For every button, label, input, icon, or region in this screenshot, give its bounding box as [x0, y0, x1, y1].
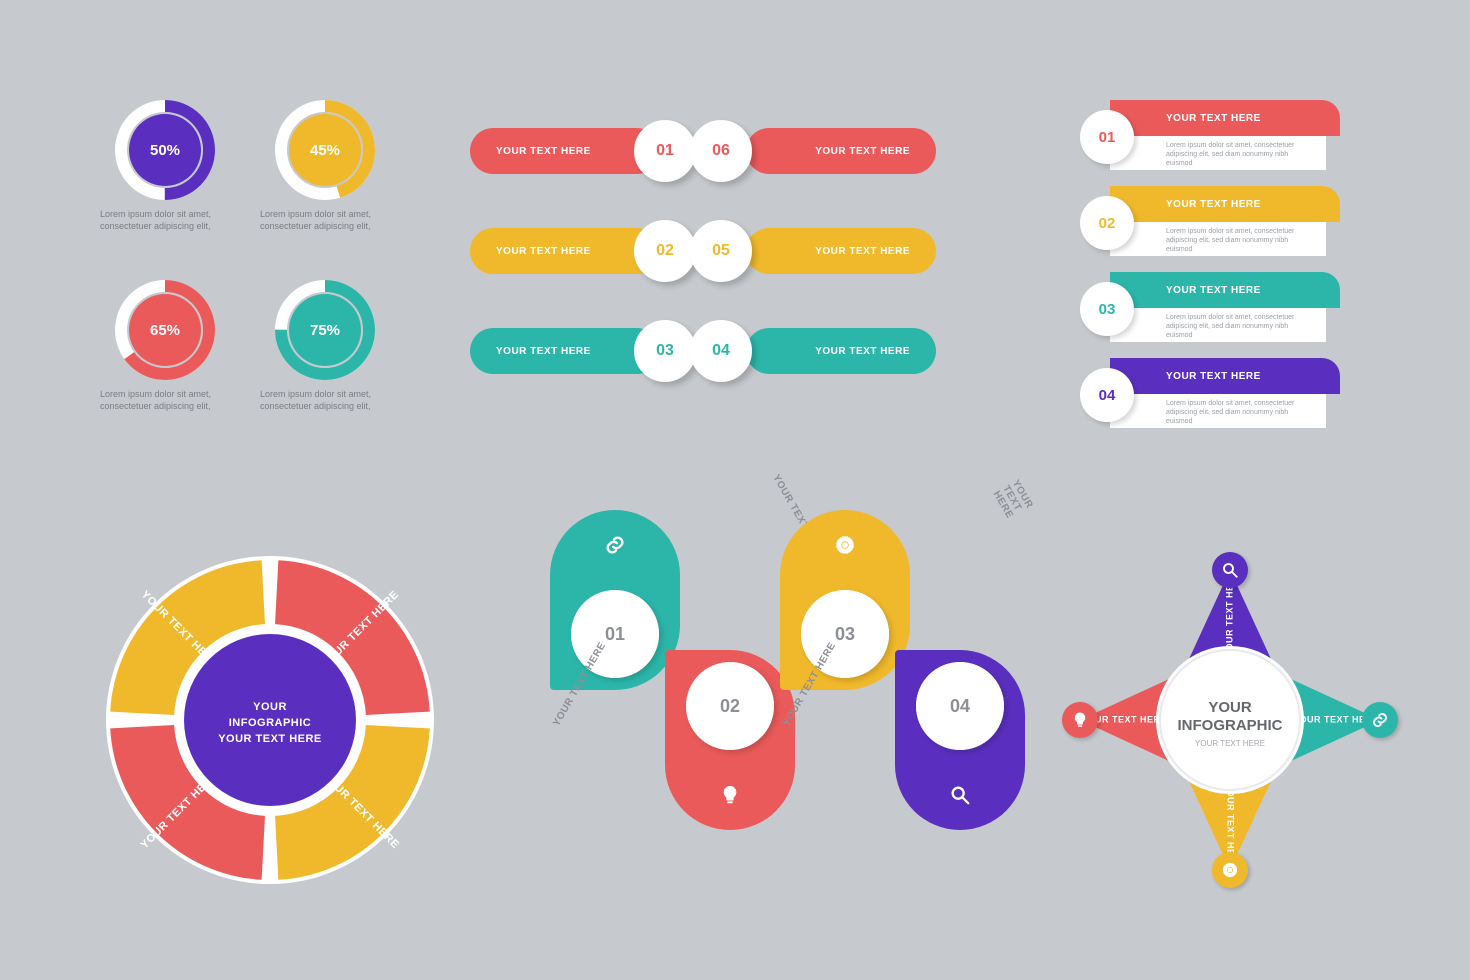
chevron-label: YOUR TEXT HERE — [1166, 285, 1261, 296]
chevron-step: YOUR TEXT HERE Lorem ipsum dolor sit ame… — [1080, 100, 1340, 174]
radial-percent: 65% Lorem ipsum dolor sit amet, consecte… — [100, 280, 230, 412]
svg-text:YOUR TEXT HERE: YOUR TEXT HERE — [1195, 739, 1265, 748]
chevron-step: YOUR TEXT HERE Lorem ipsum dolor sit ame… — [1080, 358, 1340, 432]
leaf-number: 02 — [686, 662, 774, 750]
pill-step: YOUR TEXT HERE 03 — [470, 320, 722, 382]
radial-caption: Lorem ipsum dolor sit amet, consectetuer… — [260, 388, 390, 412]
chevron-label: YOUR TEXT HERE — [1166, 371, 1261, 382]
leaf-step: 01 — [550, 510, 680, 690]
svg-text:INFOGRAPHIC: INFOGRAPHIC — [1178, 717, 1283, 734]
search-icon — [947, 782, 973, 808]
pill-step: YOUR TEXT HERE 05 — [690, 220, 942, 282]
chevron-number: 01 — [1080, 110, 1134, 164]
bulb-icon — [1062, 702, 1098, 738]
chevron-number: 03 — [1080, 282, 1134, 336]
radial-caption: Lorem ipsum dolor sit amet, consectetuer… — [100, 388, 230, 412]
chevron-number: 02 — [1080, 196, 1134, 250]
radial-percent: 45% Lorem ipsum dolor sit amet, consecte… — [260, 100, 390, 232]
svg-text:YOUR: YOUR — [1208, 699, 1252, 716]
svg-text:65%: 65% — [150, 322, 180, 339]
svg-text:75%: 75% — [310, 322, 340, 339]
leaf-step: 04 — [895, 650, 1025, 830]
chevron-label: YOUR TEXT HERE — [1166, 113, 1261, 124]
chevron-desc: Lorem ipsum dolor sit amet, consectetuer… — [1110, 222, 1326, 256]
pill-step: YOUR TEXT HERE 06 — [690, 120, 942, 182]
pill-step: YOUR TEXT HERE 01 — [470, 120, 722, 182]
pill-number: 04 — [690, 320, 752, 382]
leaf-step: 03 — [780, 510, 910, 690]
pill-label: YOUR TEXT HERE — [815, 246, 910, 257]
pill-number: 01 — [634, 120, 696, 182]
gear-icon — [1212, 852, 1248, 888]
link-icon — [602, 532, 628, 558]
radial-caption: Lorem ipsum dolor sit amet, consectetuer… — [100, 208, 230, 232]
chevron-number: 04 — [1080, 368, 1134, 422]
ring-infographic: YOUR TEXT HEREYOUR TEXT HEREYOUR TEXT HE… — [100, 550, 440, 890]
pill-label: YOUR TEXT HERE — [815, 146, 910, 157]
leaf-number: 04 — [916, 662, 1004, 750]
pill-number: 05 — [690, 220, 752, 282]
leaf-label: YOUR TEXT HERE — [991, 478, 1035, 521]
leaf-infographic: 01YOUR TEXT HERE 02YOUR TEXT HERE 03YOUR… — [520, 520, 1020, 900]
pill-step: YOUR TEXT HERE 04 — [690, 320, 942, 382]
pill-number: 03 — [634, 320, 696, 382]
chevron-desc: Lorem ipsum dolor sit amet, consectetuer… — [1110, 394, 1326, 428]
radial-caption: Lorem ipsum dolor sit amet, consectetuer… — [260, 208, 390, 232]
svg-text:45%: 45% — [310, 142, 340, 159]
pill-step: YOUR TEXT HERE 02 — [470, 220, 722, 282]
svg-text:50%: 50% — [150, 142, 180, 159]
pill-label: YOUR TEXT HERE — [496, 346, 591, 357]
svg-text:YOUR: YOUR — [253, 701, 287, 713]
chevron-step: YOUR TEXT HERE Lorem ipsum dolor sit ame… — [1080, 272, 1340, 346]
chevron-label: YOUR TEXT HERE — [1166, 199, 1261, 210]
svg-text:YOUR TEXT HERE: YOUR TEXT HERE — [218, 733, 322, 745]
link-icon — [1362, 702, 1398, 738]
petal-infographic: YOUR TEXT HEREYOUR TEXT HEREYOUR TEXT HE… — [1060, 540, 1400, 900]
search-icon — [1212, 552, 1248, 588]
pill-label: YOUR TEXT HERE — [496, 246, 591, 257]
pill-label: YOUR TEXT HERE — [496, 146, 591, 157]
pill-label: YOUR TEXT HERE — [815, 346, 910, 357]
leaf-step: 02 — [665, 650, 795, 830]
svg-text:INFOGRAPHIC: INFOGRAPHIC — [229, 717, 312, 729]
bulb-icon — [717, 782, 743, 808]
chevron-desc: Lorem ipsum dolor sit amet, consectetuer… — [1110, 308, 1326, 342]
pill-number: 02 — [634, 220, 696, 282]
radial-percent: 50% Lorem ipsum dolor sit amet, consecte… — [100, 100, 230, 232]
pill-number: 06 — [690, 120, 752, 182]
gear-icon — [832, 532, 858, 558]
chevron-step: YOUR TEXT HERE Lorem ipsum dolor sit ame… — [1080, 186, 1340, 260]
chevron-desc: Lorem ipsum dolor sit amet, consectetuer… — [1110, 136, 1326, 170]
radial-percent: 75% Lorem ipsum dolor sit amet, consecte… — [260, 280, 390, 412]
